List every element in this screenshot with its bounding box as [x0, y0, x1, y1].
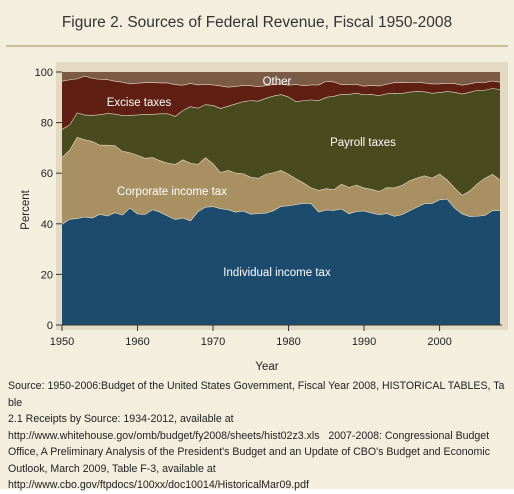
y-tick-label: 60: [41, 168, 53, 180]
area-series-group: [61, 72, 501, 325]
series-label-other: Other: [263, 76, 292, 88]
series-label-individual-income-tax: Individual income tax: [223, 267, 331, 279]
source-note: Source: 1950-2006:Budget of the United S…: [8, 378, 508, 494]
y-tick-label: 20: [41, 269, 53, 281]
source-line: Office, A Preliminary Analysis of the Pr…: [8, 446, 491, 458]
series-label-corporate-income-tax: Corporate income tax: [117, 186, 227, 198]
source-line: Outlook, March 2009, Table F-3, availabl…: [8, 462, 216, 475]
x-axis-label: Year: [255, 361, 278, 373]
x-tick-label: 1950: [50, 336, 74, 348]
area-corporate-income-tax: [62, 137, 500, 225]
y-tick-label: 80: [41, 118, 53, 130]
axes-group: 0 20 40 60 80 100 1950 1960 1970 1980 1990 2000: [35, 67, 502, 348]
y-tick-label: 0: [47, 320, 53, 332]
x-tick-label: 1970: [201, 336, 225, 348]
series-label-excise-taxes: Excise taxes: [107, 97, 172, 109]
source-line: http://www.whitehouse.gov/omb/budget/fy2…: [8, 429, 490, 442]
area-other: [62, 72, 500, 87]
source-line: 2.1 Receipts by Source: 1934-2012, avail…: [8, 413, 234, 425]
title-divider: [6, 45, 508, 47]
series-label-payroll-taxes: Payroll taxes: [330, 137, 396, 149]
x-tick-label: 1980: [276, 336, 300, 348]
y-tick-label: 100: [35, 67, 53, 79]
area-individual-income-tax: [62, 198, 500, 325]
source-line: Source: 1950-2006:Budget of the United S…: [8, 380, 505, 409]
stacked-area-chart: 0 20 40 60 80 100 1950 1960 1970 1980 1990 2000 Ind…: [20, 62, 508, 373]
x-tick-label: 1960: [125, 336, 149, 348]
source-line: http://www.cbo.gov/ftpdocs/100xx/doc1001…: [8, 479, 309, 491]
x-tick-label: 1990: [352, 336, 376, 348]
area-excise-taxes: [62, 75, 500, 130]
x-tick-label: 2000: [427, 336, 451, 348]
y-tick-label: 40: [41, 219, 53, 231]
series-labels-group: Individual income tax Corporate income ta…: [107, 76, 396, 279]
figure-title: Figure 2. Sources of Federal Revenue, Fi…: [61, 14, 453, 31]
y-axis-label: Percent: [20, 189, 32, 229]
